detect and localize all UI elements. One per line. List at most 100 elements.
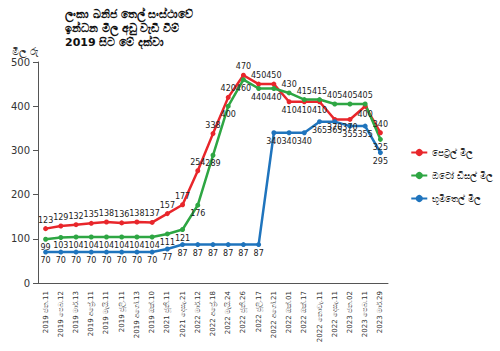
svg-text:365: 365 — [312, 126, 327, 135]
svg-text:2022 ජූනි.26: 2022 ජූනි.26 — [239, 290, 248, 333]
svg-text:440: 440 — [266, 93, 281, 102]
svg-text:300: 300 — [11, 145, 30, 156]
svg-text:2019 මාර්.13: 2019 මාර්.13 — [72, 291, 80, 333]
svg-text:340: 340 — [297, 137, 312, 146]
svg-text:87: 87 — [193, 249, 203, 258]
svg-text:104: 104 — [144, 241, 159, 250]
svg-text:2022 දෙසැ.11: 2022 දෙසැ.11 — [331, 291, 339, 337]
svg-text:70: 70 — [101, 256, 111, 265]
svg-text:177: 177 — [175, 192, 190, 201]
svg-text:460: 460 — [236, 84, 251, 93]
svg-text:104: 104 — [99, 241, 114, 250]
svg-text:176: 176 — [190, 209, 205, 218]
svg-text:70: 70 — [117, 256, 127, 265]
svg-text:99: 99 — [41, 243, 51, 252]
svg-text:410: 410 — [312, 106, 327, 115]
svg-text:භූමිතෙල් මිල: භූමිතෙල් මිල — [432, 194, 481, 205]
svg-text:87: 87 — [208, 249, 218, 258]
svg-text:138: 138 — [129, 209, 144, 218]
svg-text:132: 132 — [68, 212, 83, 221]
svg-text:2021 දෙසැ.21: 2021 දෙසැ.21 — [179, 291, 187, 337]
svg-text:340: 340 — [373, 120, 388, 129]
svg-text:2021 ජූනි.11: 2021 ජූනි.11 — [163, 291, 172, 333]
svg-text:470: 470 — [236, 62, 251, 71]
svg-text:104: 104 — [129, 241, 144, 250]
svg-text:70: 70 — [41, 256, 51, 265]
svg-text:450: 450 — [266, 71, 281, 80]
svg-text:400: 400 — [358, 110, 373, 119]
svg-text:2023 මාර්.29: 2023 මාර්.29 — [376, 291, 384, 333]
svg-text:87: 87 — [238, 249, 248, 258]
svg-text:87: 87 — [223, 249, 233, 258]
svg-text:440: 440 — [251, 93, 266, 102]
svg-text:450: 450 — [251, 71, 266, 80]
svg-text:200: 200 — [11, 189, 30, 200]
svg-text:355: 355 — [342, 130, 357, 139]
svg-text:2019 ඔක්.10: 2019 ඔක්.10 — [148, 291, 156, 333]
svg-text:121: 121 — [175, 234, 190, 243]
svg-text:ඉන්ධන මිල අඩු වැඩි වීම්: ඉන්ධන මිල අඩු වැඩි වීම් — [65, 21, 179, 37]
svg-text:ලංකා ඛනිජ තෙල් සංස්ථාවේ: ලංකා ඛනිජ තෙල් සංස්ථාවේ — [65, 7, 194, 23]
svg-text:104: 104 — [114, 241, 129, 250]
svg-text:2022 මාර්.12: 2022 මාර්.12 — [194, 291, 202, 333]
svg-text:400: 400 — [221, 110, 236, 119]
svg-text:100: 100 — [11, 233, 30, 244]
svg-text:104: 104 — [68, 241, 83, 250]
svg-text:138: 138 — [99, 209, 114, 218]
svg-text:410: 410 — [281, 106, 296, 115]
svg-text:325: 325 — [373, 143, 388, 152]
svg-text:410: 410 — [297, 106, 312, 115]
svg-text:136: 136 — [114, 210, 129, 219]
svg-text:87: 87 — [254, 249, 264, 258]
svg-text:70: 70 — [71, 256, 81, 265]
svg-text:2019 සිට මේ දක්වා: 2019 සිට මේ දක්වා — [65, 35, 164, 50]
svg-text:2022 අගෝ.21: 2022 අගෝ.21 — [270, 291, 279, 338]
svg-text:87: 87 — [177, 249, 187, 258]
svg-text:0: 0 — [24, 278, 30, 289]
svg-text:2022 අප්‍රේ.18: 2022 අප්‍රේ.18 — [209, 291, 218, 336]
svg-text:500: 500 — [11, 57, 30, 68]
svg-text:104: 104 — [84, 241, 99, 250]
svg-text:2019 ජූලි.11: 2019 ජූලි.11 — [118, 291, 127, 332]
svg-text:2019 අගෝ.13: 2019 අගෝ.13 — [133, 291, 142, 338]
svg-text:පෙට්‍රල් මිල: පෙට්‍රල් මිල — [432, 148, 473, 159]
svg-text:137: 137 — [144, 209, 159, 218]
svg-text:430: 430 — [281, 80, 296, 89]
svg-text:2023 පෙබ.11: 2023 පෙබ.11 — [361, 291, 369, 337]
svg-text:157: 157 — [160, 201, 175, 210]
svg-text:2022 නොවැ.11: 2022 නොවැ.11 — [316, 291, 324, 342]
svg-text:111: 111 — [160, 238, 175, 247]
svg-text:70: 70 — [56, 256, 66, 265]
svg-text:415: 415 — [297, 87, 312, 96]
svg-text:355: 355 — [358, 130, 373, 139]
svg-text:2023 ජන.02: 2023 ජන.02 — [346, 291, 354, 333]
svg-text:400: 400 — [11, 101, 30, 112]
svg-text:2019 පෙබ.12: 2019 පෙබ.12 — [57, 291, 65, 337]
svg-text:70: 70 — [147, 256, 157, 265]
svg-text:295: 295 — [373, 157, 388, 166]
svg-text:70: 70 — [132, 256, 142, 265]
svg-text:289: 289 — [205, 159, 220, 168]
svg-text:340: 340 — [266, 137, 281, 146]
svg-text:2019 අප්‍රේ.11: 2019 අප්‍රේ.11 — [87, 291, 96, 336]
svg-text:365: 365 — [327, 126, 342, 135]
svg-text:123: 123 — [38, 216, 53, 225]
svg-text:129: 129 — [53, 213, 68, 222]
svg-text:2019 මැයි.11: 2019 මැයි.11 — [102, 291, 110, 334]
svg-text:2022 ඔක්.17: 2022 ඔක්.17 — [300, 291, 308, 333]
svg-text:254: 254 — [190, 158, 205, 167]
svg-text:103: 103 — [53, 241, 68, 250]
svg-text:405: 405 — [327, 91, 342, 100]
svg-text:420: 420 — [221, 84, 236, 93]
svg-text:415: 415 — [312, 87, 327, 96]
svg-text:135: 135 — [84, 210, 99, 219]
svg-text:2022 ජූලි.17: 2022 ජූලි.17 — [255, 291, 264, 332]
svg-text:ඔටෝ ඩීසල් මිල: ඔටෝ ඩීසල් මිල — [432, 171, 493, 182]
svg-text:338: 338 — [205, 121, 220, 130]
svg-text:70: 70 — [86, 256, 96, 265]
svg-text:2022 මැයි.24: 2022 මැයි.24 — [224, 290, 232, 334]
svg-text:340: 340 — [281, 137, 296, 146]
svg-text:77: 77 — [162, 253, 172, 262]
svg-text:2022 ඔක්.01: 2022 ඔක්.01 — [285, 291, 293, 333]
svg-text:2019 ජන.11: 2019 ජන.11 — [42, 291, 50, 333]
